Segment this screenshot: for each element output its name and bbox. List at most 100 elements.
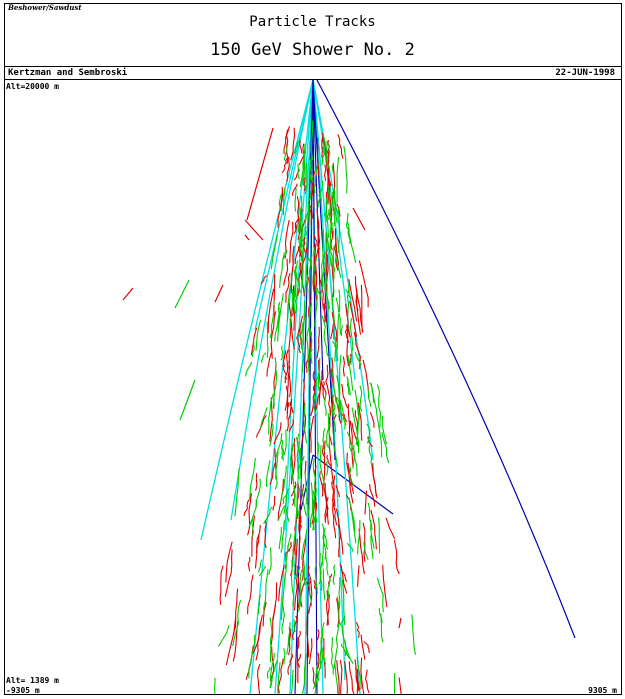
electron-track — [330, 230, 334, 251]
electron-track — [252, 621, 262, 654]
positron-track — [348, 466, 355, 486]
electron-track — [325, 364, 329, 386]
positron-track — [347, 222, 351, 244]
positron-track — [293, 619, 296, 633]
electron-track — [272, 495, 276, 511]
positron-track — [393, 673, 396, 694]
positron-track — [336, 596, 341, 625]
x-max-label: 9305 m — [588, 686, 617, 695]
electron-track — [255, 473, 258, 491]
positron-track — [286, 621, 291, 655]
positron-track — [299, 582, 302, 607]
positron-track — [328, 211, 334, 231]
positron-track — [280, 345, 284, 361]
electron-track — [312, 667, 316, 688]
positron-track — [369, 382, 375, 403]
positron-track — [297, 593, 301, 613]
page-subtitle: 150 GeV Shower No. 2 — [210, 40, 415, 60]
header-divider — [4, 66, 622, 67]
positron-track — [296, 433, 300, 480]
electron-track — [293, 168, 300, 181]
positron-track — [339, 615, 346, 626]
positron-track — [331, 192, 336, 227]
positron-track — [312, 661, 319, 690]
positron-track — [302, 653, 307, 694]
electron-track — [247, 556, 251, 572]
electron-track — [285, 273, 291, 303]
positron-track — [341, 624, 348, 655]
electron-track — [313, 580, 317, 590]
positron-track — [370, 519, 375, 549]
electron-track — [346, 324, 350, 367]
electron-track — [328, 183, 333, 225]
positron-track — [301, 529, 308, 560]
electron-track — [331, 498, 338, 526]
electron-track — [291, 183, 298, 197]
muon-track — [312, 80, 374, 461]
positron-track — [344, 288, 352, 299]
positron-track — [263, 506, 273, 524]
positron-track — [339, 354, 342, 396]
electron-track — [300, 416, 307, 455]
electron-track — [278, 564, 285, 602]
positron-track — [248, 499, 258, 528]
electron-track — [291, 438, 296, 480]
positron-track — [325, 461, 329, 476]
alt-bottom-label: Alt= 1389 m — [6, 676, 59, 685]
electron-track — [317, 652, 320, 669]
electron-track — [308, 581, 313, 614]
electron-track — [285, 385, 289, 420]
positron-track — [294, 270, 301, 293]
positron-track — [345, 652, 354, 665]
positron-track — [323, 213, 329, 224]
electron-track — [309, 210, 313, 230]
electron-track — [312, 121, 315, 145]
electron-track — [296, 327, 301, 340]
electron-track — [367, 436, 374, 447]
positron-track — [308, 253, 313, 294]
positron-track — [324, 150, 331, 170]
positron-track — [307, 256, 312, 268]
electron-track — [331, 312, 338, 343]
electron-track — [270, 311, 277, 359]
positron-track — [327, 413, 330, 449]
electron-track — [332, 162, 336, 211]
muon-track — [312, 80, 336, 331]
positron-track — [269, 617, 273, 663]
electron-track — [398, 677, 402, 694]
positron-track — [350, 510, 357, 544]
positron-track — [303, 257, 309, 293]
electron-track — [322, 381, 327, 396]
positron-track — [213, 677, 216, 694]
positron-track — [351, 407, 360, 454]
positron-track — [313, 393, 317, 416]
positron-track — [283, 143, 289, 161]
positron-track — [269, 652, 275, 689]
positron-track — [280, 465, 287, 504]
positron-track — [306, 340, 311, 384]
positron-track — [325, 233, 328, 252]
positron-track — [332, 564, 336, 585]
electron-track — [357, 565, 360, 587]
positron-track — [269, 423, 274, 447]
electron-track — [325, 234, 328, 277]
electron-track — [326, 170, 332, 186]
electron-track — [288, 628, 292, 656]
electron-track — [269, 646, 275, 682]
electron-track — [327, 162, 330, 205]
electron-track — [363, 641, 371, 654]
positron-track — [347, 354, 354, 391]
electron-track — [244, 219, 264, 241]
positron-track — [302, 300, 306, 346]
electron-track — [337, 134, 344, 159]
electron-track — [289, 401, 294, 414]
muon-track — [230, 80, 314, 521]
positron-track — [330, 637, 334, 675]
electron-track — [349, 300, 358, 337]
positron-track — [332, 340, 338, 350]
positron-track — [338, 289, 341, 312]
positron-track — [290, 669, 294, 694]
electron-track — [298, 509, 301, 548]
positron-track — [367, 388, 372, 408]
electron-track — [344, 660, 348, 694]
